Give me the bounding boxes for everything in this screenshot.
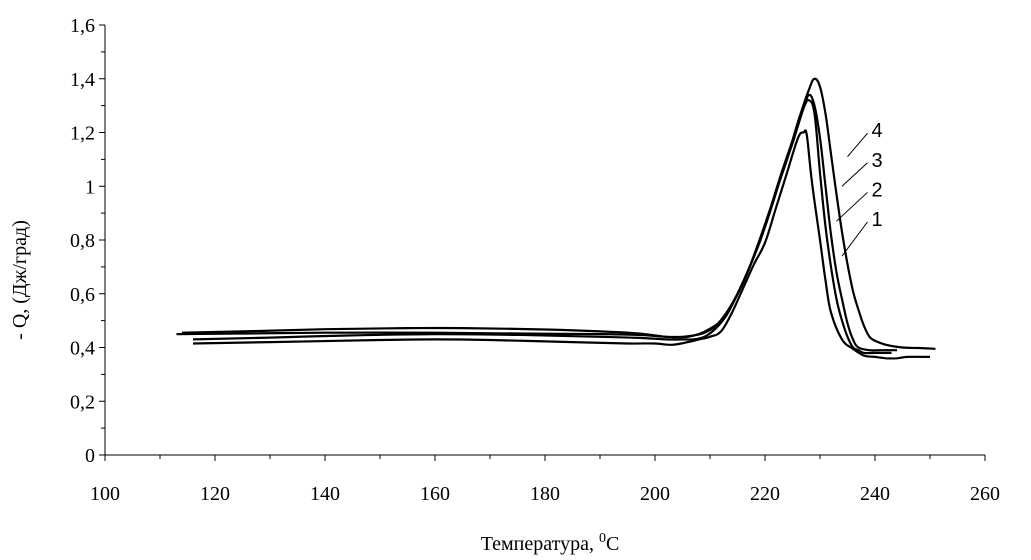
axes: 0 0,2 0,4 0,6 0,8 1 1,2 1,4 1,6 100 120 140 160 180 20… (70, 15, 1000, 505)
x-axis-title-unit: C (606, 533, 619, 555)
y-tick-label: 1,4 (70, 69, 95, 91)
x-tick-label: 120 (200, 483, 230, 505)
series-label-3: 3 (872, 150, 883, 172)
series-line-1 (192, 129, 931, 360)
series-label-2: 2 (872, 179, 883, 201)
y-tick-label: 1,6 (70, 15, 95, 37)
y-tick-label: 0,8 (70, 230, 95, 252)
y-tick-label: 0,4 (70, 338, 95, 360)
series-leader-3 (841, 162, 868, 187)
x-tick-label: 100 (90, 483, 120, 505)
series-leader-1 (841, 221, 868, 257)
series-leader-2 (836, 191, 868, 222)
y-tick-label: 1,2 (70, 123, 95, 145)
y-tick-label: 0 (85, 445, 95, 467)
series-line-4 (181, 77, 936, 350)
x-tick-label: 180 (530, 483, 560, 505)
y-tick-label: 0,6 (70, 284, 95, 306)
series-label-4: 4 (872, 120, 883, 142)
x-axis-title-superscript: 0 (599, 531, 606, 546)
y-tick-label: 1 (85, 176, 95, 198)
x-axis-title-text: Температура, (481, 533, 599, 555)
series-label-1: 1 (872, 209, 883, 231)
series-labels: 1 2 3 4 (836, 120, 883, 257)
y-tick-label: 0,2 (70, 391, 95, 413)
x-tick-label: 220 (750, 483, 780, 505)
x-tick-label: 240 (860, 483, 890, 505)
series-line-2 (192, 98, 892, 355)
x-tick-label: 260 (970, 483, 1000, 505)
x-tick-label: 140 (310, 483, 340, 505)
series-leader-4 (847, 132, 868, 158)
x-axis-title: Температура, 0C (481, 531, 620, 555)
series-line-3 (176, 93, 897, 352)
series-layer (176, 77, 936, 360)
x-tick-label: 160 (420, 483, 450, 505)
y-axis-title: - Q, (Дж/град) (9, 220, 31, 340)
x-tick-label: 200 (640, 483, 670, 505)
